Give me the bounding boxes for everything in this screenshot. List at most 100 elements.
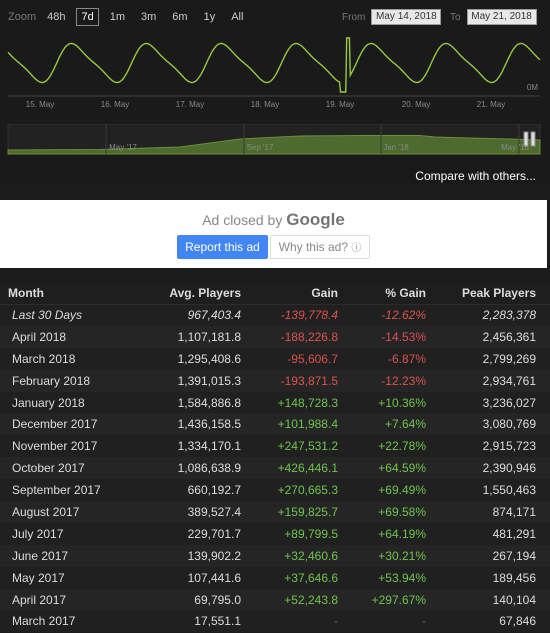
- zoom-all-button[interactable]: All: [231, 11, 244, 23]
- cell-month: December 2017: [0, 413, 155, 436]
- cell-gain: +270,665.3: [245, 479, 342, 502]
- header-month[interactable]: Month: [0, 283, 155, 305]
- cell-gain: +101,988.4: [245, 413, 342, 436]
- table-header-row: Month Avg. Players Gain % Gain Peak Play…: [0, 283, 550, 305]
- cell-peak-players: 3,080,769: [430, 413, 550, 436]
- header-pct-gain[interactable]: % Gain: [342, 283, 430, 305]
- range-to-input[interactable]: May 21, 2018: [466, 9, 537, 25]
- range-to: To May 21, 2018: [450, 8, 537, 26]
- cell-avg-players: 17,551.1: [155, 610, 245, 633]
- cell-pct-gain: -6.87%: [342, 347, 430, 370]
- table-row: February 2018 1,391,015.3 -193,871.5 -12.23…: [0, 369, 550, 392]
- zoom-7d-button[interactable]: 7d: [76, 8, 99, 26]
- table-row: November 2017 1,334,170.1 +247,531.2 +22.78…: [0, 435, 550, 458]
- cell-avg-players: 660,192.7: [155, 479, 245, 502]
- zoom-bar: Zoom 48h 7d 1m 3m 6m 1y All: [8, 8, 254, 26]
- cell-month: March 2018: [0, 347, 155, 370]
- range-from-input[interactable]: May 14, 2018: [371, 9, 442, 25]
- main-plot[interactable]: 0M 15. May 16. May 17. May 18. May 19. M…: [0, 30, 550, 114]
- navigator-tick: May '17: [109, 143, 137, 152]
- cell-avg-players: 139,902.2: [155, 544, 245, 567]
- range-to-label: To: [450, 11, 461, 23]
- navigator-tick: Jan '18: [383, 143, 409, 152]
- cell-month: Last 30 Days: [0, 304, 155, 326]
- cell-avg-players: 1,086,638.9: [155, 457, 245, 480]
- table-row: April 2017 69,795.0 +52,243.8 +297.67% 140,1…: [0, 588, 550, 611]
- report-ad-button[interactable]: Report this ad: [177, 235, 268, 259]
- navigator-handle-right[interactable]: [530, 131, 536, 147]
- header-peak-players[interactable]: Peak Players: [430, 283, 550, 305]
- cell-month: February 2018: [0, 369, 155, 392]
- cell-gain: +159,825.7: [245, 501, 342, 523]
- monthly-stats-table: Month Avg. Players Gain % Gain Peak Play…: [0, 283, 550, 633]
- header-gain[interactable]: Gain: [245, 283, 342, 305]
- cell-month: April 2017: [0, 588, 155, 611]
- cell-peak-players: 189,456: [430, 566, 550, 589]
- cell-peak-players: 3,236,027: [430, 391, 550, 414]
- navigator-tick: May '18: [501, 143, 529, 152]
- ad-buttons: Report this ad Why this ad? ⓘ: [0, 235, 547, 259]
- range-from: From May 14, 2018: [342, 8, 442, 26]
- x-tick-label: 21. May: [477, 100, 505, 109]
- zoom-48h-button[interactable]: 48h: [47, 11, 66, 23]
- ad-closed-box: Ad closed by Google Report this ad Why t…: [0, 200, 547, 268]
- cell-avg-players: 1,436,158.5: [155, 413, 245, 436]
- cell-pct-gain: +64.19%: [342, 522, 430, 545]
- cell-avg-players: 1,107,181.8: [155, 325, 245, 348]
- ad-closed-label: Ad closed by: [202, 212, 283, 228]
- table-row: July 2017 229,701.7 +89,799.5 +64.19% 481,29…: [0, 522, 550, 545]
- cell-gain: +52,243.8: [245, 588, 342, 611]
- zoom-1m-button[interactable]: 1m: [109, 11, 126, 23]
- zoom-1y-button[interactable]: 1y: [203, 11, 216, 23]
- cell-peak-players: 2,283,378: [430, 304, 550, 326]
- table-row: May 2017 107,441.6 +37,646.6 +53.94% 189,456: [0, 566, 550, 589]
- cell-pct-gain: -: [342, 610, 430, 633]
- cell-avg-players: 389,527.4: [155, 501, 245, 523]
- cell-gain: +89,799.5: [245, 522, 342, 545]
- cell-pct-gain: +297.67%: [342, 588, 430, 611]
- cell-month: November 2017: [0, 435, 155, 458]
- cell-gain: +148,728.3: [245, 391, 342, 414]
- x-tick-label: 20. May: [402, 100, 430, 109]
- cell-month: August 2017: [0, 501, 155, 523]
- why-ad-button[interactable]: Why this ad? ⓘ: [270, 235, 370, 259]
- cell-pct-gain: -12.62%: [342, 304, 430, 326]
- cell-peak-players: 2,456,361: [430, 325, 550, 348]
- table-row: September 2017 660,192.7 +270,665.3 +69.49%…: [0, 479, 550, 502]
- cell-month: March 2017: [0, 610, 155, 633]
- range-from-label: From: [342, 11, 366, 23]
- info-icon: ⓘ: [351, 243, 362, 254]
- navigator-handle-left[interactable]: [523, 131, 529, 147]
- cell-avg-players: 1,391,015.3: [155, 369, 245, 392]
- cell-month: April 2018: [0, 325, 155, 348]
- cell-peak-players: 140,104: [430, 588, 550, 611]
- x-tick-label: 17. May: [176, 100, 204, 109]
- zoom-3m-button[interactable]: 3m: [141, 11, 157, 23]
- cell-avg-players: 107,441.6: [155, 566, 245, 589]
- cell-month: July 2017: [0, 522, 155, 545]
- table-row: June 2017 139,902.2 +32,460.6 +30.21% 267,19…: [0, 544, 550, 567]
- table-row: Last 30 Days 967,403.4 -139,778.4 -12.62% 2,…: [0, 304, 550, 326]
- cell-month: October 2017: [0, 457, 155, 480]
- x-tick-label: 18. May: [251, 100, 279, 109]
- cell-peak-players: 874,171: [430, 501, 550, 523]
- navigator[interactable]: May '17 Sep '17 Jan '18 May '18: [0, 124, 550, 158]
- cell-pct-gain: +7.64%: [342, 413, 430, 436]
- x-tick-label: 19. May: [326, 100, 354, 109]
- cell-gain: +247,531.2: [245, 435, 342, 458]
- table-row: August 2017 389,527.4 +159,825.7 +69.58% 874…: [0, 501, 550, 523]
- compare-link[interactable]: Compare with others...: [415, 169, 536, 183]
- cell-gain: -95,606.7: [245, 347, 342, 370]
- zoom-6m-button[interactable]: 6m: [172, 11, 188, 23]
- header-avg-players[interactable]: Avg. Players: [155, 283, 245, 305]
- x-tick-label: 15. May: [26, 100, 54, 109]
- cell-avg-players: 1,295,408.6: [155, 347, 245, 370]
- cell-month: January 2018: [0, 391, 155, 414]
- cell-pct-gain: -12.23%: [342, 369, 430, 392]
- cell-pct-gain: +10.36%: [342, 391, 430, 414]
- cell-pct-gain: +53.94%: [342, 566, 430, 589]
- cell-peak-players: 267,194: [430, 544, 550, 567]
- cell-gain: +426,446.1: [245, 457, 342, 480]
- y-axis-label: 0M: [527, 83, 538, 92]
- cell-avg-players: 967,403.4: [155, 304, 245, 326]
